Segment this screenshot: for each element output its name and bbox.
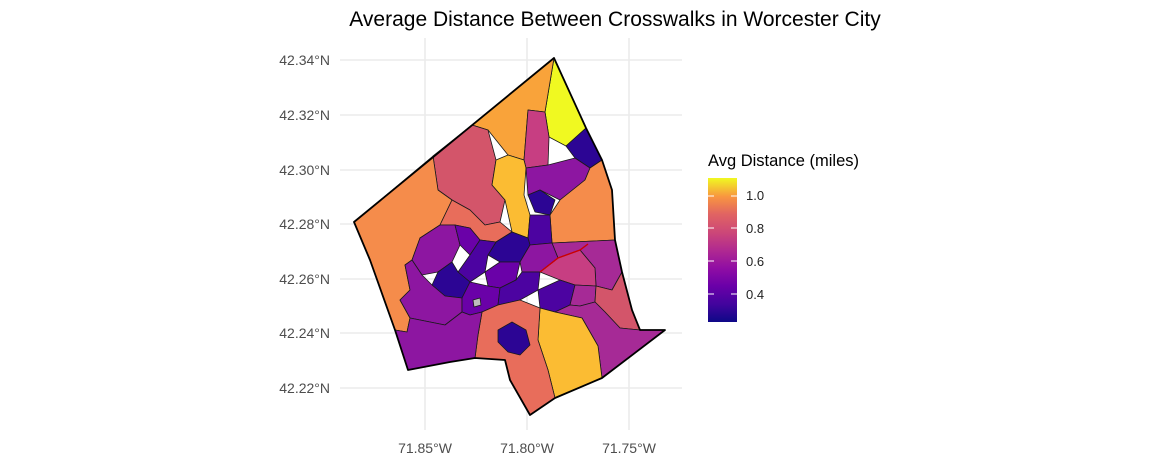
legend-tick-label: 1.0 <box>746 188 764 203</box>
y-tick-label: 42.32°N <box>279 107 330 123</box>
legend-tick-label: 0.6 <box>746 254 764 269</box>
x-tick-label: 71.75°W <box>602 440 657 456</box>
tract-region[interactable] <box>527 214 553 246</box>
x-tick-label: 71.80°W <box>500 440 555 456</box>
legend-colorbar <box>708 178 737 322</box>
y-tick-label: 42.28°N <box>279 216 330 232</box>
x-axis-ticks: 71.85°W 71.80°W 71.75°W <box>398 440 657 456</box>
tract-region[interactable] <box>527 189 556 216</box>
tract-no-data[interactable] <box>472 297 482 308</box>
tract-region[interactable] <box>497 321 531 356</box>
legend-tick-label: 0.8 <box>746 221 764 236</box>
city-boundary <box>353 57 666 416</box>
y-tick-label: 42.34°N <box>279 52 330 68</box>
x-tick-label: 71.85°W <box>398 440 453 456</box>
y-tick-label: 42.30°N <box>279 162 330 178</box>
tract-region[interactable] <box>523 109 550 169</box>
y-tick-label: 42.22°N <box>279 380 330 396</box>
map-title: Average Distance Between Crosswalks in W… <box>349 8 881 31</box>
y-axis-ticks: 42.34°N 42.32°N 42.30°N 42.28°N 42.26°N … <box>279 52 330 396</box>
legend: Avg Distance (miles) 1.0 0.8 0.6 0 <box>708 152 859 322</box>
census-tracts <box>353 57 666 416</box>
y-tick-label: 42.24°N <box>279 325 330 341</box>
legend-tick-label: 0.4 <box>746 287 764 302</box>
highlight-boundary <box>539 243 589 273</box>
legend-title: Avg Distance (miles) <box>708 152 859 170</box>
y-tick-label: 42.26°N <box>279 271 330 287</box>
